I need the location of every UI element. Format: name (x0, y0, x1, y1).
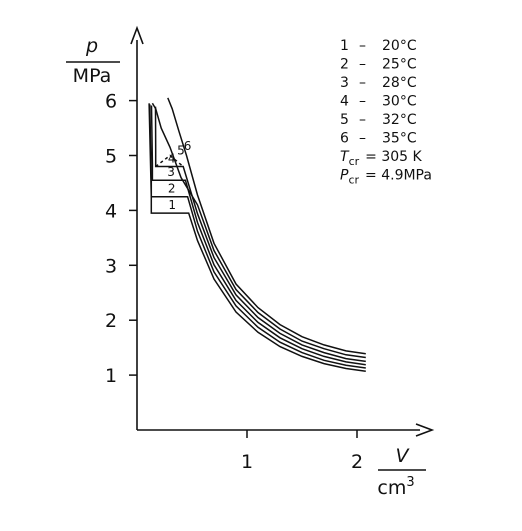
legend-item-3: 3–28°C (340, 75, 417, 91)
legend-value: 20°C (382, 38, 417, 54)
legend-value: 28°C (382, 75, 417, 91)
legend-value: 35°C (382, 131, 417, 147)
isotherm-3 (150, 105, 366, 366)
y-axis-arrow (130, 25, 144, 45)
legend-dash: – (359, 75, 366, 91)
y-axis-symbol: p (85, 35, 98, 57)
y-tick-label-3: 3 (105, 255, 117, 277)
isotherm-6 (167, 97, 366, 355)
y-tick-label-2: 2 (105, 310, 117, 332)
legend-value: 32°C (382, 112, 417, 128)
curve-label-6: 6 (184, 139, 192, 153)
critical-t: Tcr = 305 K (340, 149, 422, 168)
legend-num: 4 (340, 94, 349, 110)
y-tick-label-1: 1 (105, 365, 117, 387)
y-tick-label-4: 4 (105, 200, 117, 222)
legend-dash: – (359, 112, 366, 128)
critical-p: Pcr = 4.9MPa (340, 168, 432, 187)
legend-num: 2 (340, 57, 349, 73)
legend-item-5: 5–32°C (340, 112, 417, 128)
saturation-dome (155, 154, 184, 168)
legend-dash: – (359, 131, 366, 147)
legend-num: 3 (340, 75, 349, 91)
legend-item-6: 6–35°C (340, 131, 417, 147)
curve-label-2: 2 (168, 182, 176, 196)
x-axis-arrow (415, 423, 435, 437)
y-tick-label-6: 6 (105, 91, 117, 113)
curve-label-5: 5 (177, 143, 185, 157)
isotherm-curves (148, 97, 366, 373)
legend-dash: – (359, 94, 366, 110)
legend-num: 1 (340, 38, 349, 54)
x-axis-unit: cm3 (377, 475, 414, 499)
legend-item-2: 2–25°C (340, 57, 417, 73)
curve-label-1: 1 (168, 198, 176, 212)
curve-label-4: 4 (168, 151, 176, 165)
x-tick-label-1: 1 (241, 451, 253, 473)
y-ticks: 1 2 3 4 5 6 (105, 91, 137, 387)
critical-label: Tcr = 305 K (340, 149, 422, 168)
isotherm-1 (148, 103, 366, 373)
critical-label: Pcr = 4.9MPa (340, 168, 432, 187)
legend-value: 30°C (382, 94, 417, 110)
legend-dash: – (359, 38, 366, 54)
legend-item-1: 1–20°C (340, 38, 417, 54)
x-tick-label-2: 2 (351, 451, 363, 473)
isotherm-2 (149, 104, 366, 369)
x-axis-symbol: V (396, 445, 411, 467)
isotherm-5 (151, 102, 366, 359)
legend-dash: – (359, 57, 366, 73)
curve-label-3: 3 (167, 165, 175, 179)
y-tick-label-5: 5 (105, 146, 117, 168)
legend-item-4: 4–30°C (340, 94, 417, 110)
y-axis-unit: MPa (73, 65, 112, 87)
legend-num: 5 (340, 112, 349, 128)
legend-value: 25°C (382, 57, 417, 73)
legend-num: 6 (340, 131, 349, 147)
